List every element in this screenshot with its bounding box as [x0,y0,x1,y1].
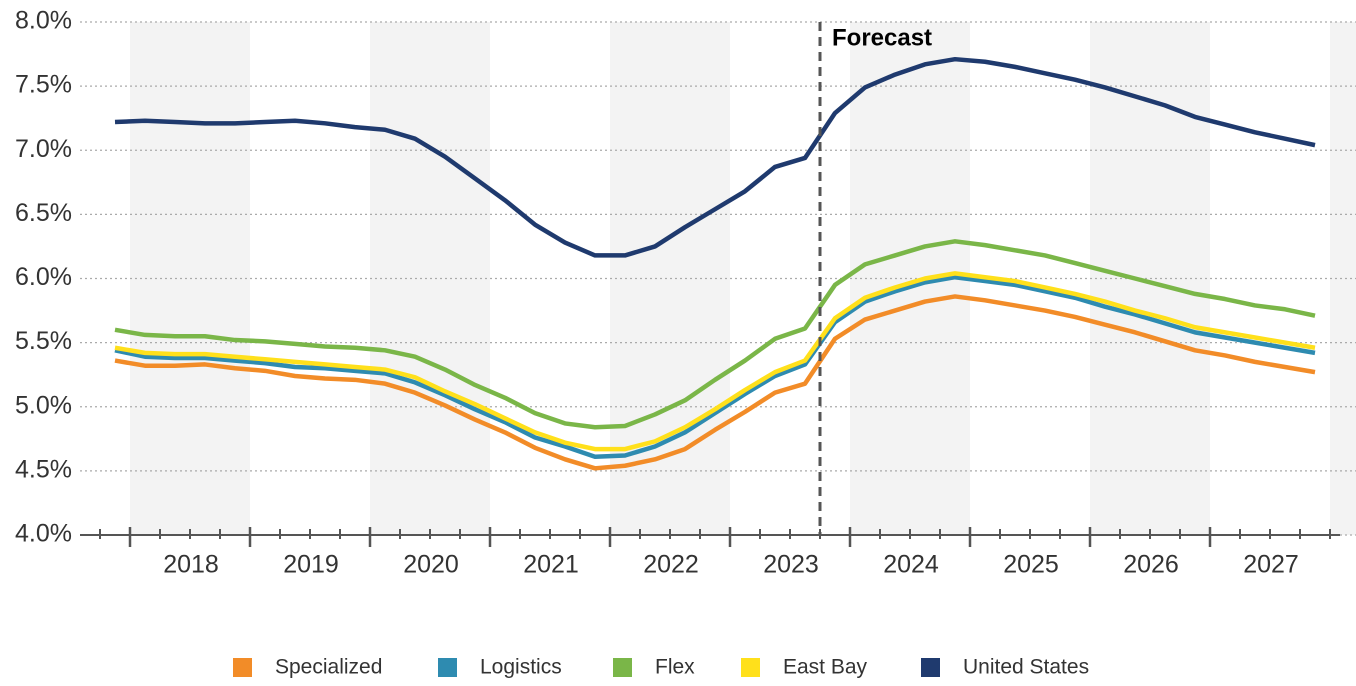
x-tick-label: 2025 [1003,551,1059,579]
legend-label: Specialized [275,656,382,679]
legend-label: Flex [655,656,695,679]
series-line [114,294,1316,471]
x-tick-label: 2019 [283,551,339,579]
year-band [1330,22,1356,535]
x-tick-label: 2023 [763,551,819,579]
x-tick-label: 2020 [403,551,459,579]
y-tick-label: 4.5% [15,455,72,483]
y-tick-label: 5.0% [15,391,72,419]
legend-label: Logistics [480,656,562,679]
series-line [114,274,1316,460]
x-tick-label: 2021 [523,551,579,579]
y-tick-label: 6.0% [15,263,72,291]
legend-label: United States [963,656,1089,679]
x-axis: 2018 2019 2020 2021 2022 2023 2024 2025 2026 2027 [80,527,1340,579]
legend-label: East Bay [783,656,868,679]
legend-swatch [921,658,940,677]
year-bands [130,22,1356,535]
y-tick-label: 7.0% [15,135,72,163]
legend-swatch [741,658,760,677]
series-line [114,239,1316,430]
grid: 4.0% 4.5% 5.0% 5.5% 6.0% 6.5% 7.0% 7.5% 8.0% [15,7,1356,548]
y-tick-label: 5.5% [15,327,72,355]
forecast-label: Forecast [832,24,932,51]
x-tick-label: 2022 [643,551,699,579]
y-tick-label: 7.5% [15,71,72,99]
y-tick-label: 8.0% [15,7,72,35]
legend-swatch [233,658,252,677]
y-tick-label: 4.0% [15,520,72,548]
legend: Specialized Logistics Flex East Bay United S… [233,656,1089,679]
y-tick-label: 6.5% [15,199,72,227]
x-tick-label: 2026 [1123,551,1179,579]
lines [114,56,1316,471]
x-tick-label: 2018 [163,551,219,579]
legend-swatch [613,658,632,677]
x-tick-label: 2027 [1243,551,1299,579]
series-line [114,271,1316,452]
legend-swatch [438,658,457,677]
series-line [114,56,1316,258]
x-tick-label: 2024 [883,551,939,579]
